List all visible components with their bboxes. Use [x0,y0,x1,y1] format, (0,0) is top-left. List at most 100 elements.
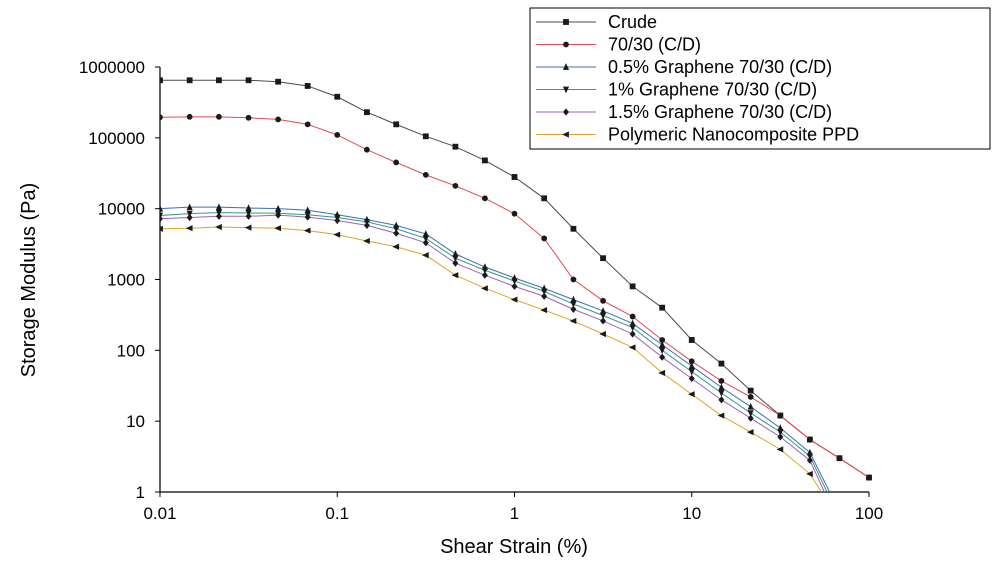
legend-marker [562,131,569,138]
data-point [275,116,282,123]
legend-marker [563,41,569,48]
data-point [777,433,784,441]
series-0-5-graphene-70-30-c-d [160,203,831,492]
data-point [541,288,548,296]
data-point [718,396,725,404]
data-point [866,474,872,481]
data-point [186,210,193,218]
data-point [160,114,163,121]
data-point [569,317,577,325]
y-axis-title: Storage Modulus (Pa) [18,183,40,378]
data-point [806,453,813,461]
legend-label: Crude [608,12,657,32]
data-point [215,223,222,231]
data-point [422,239,429,247]
legend-label: 1.5% Graphene 70/30 (C/D) [608,102,832,122]
data-point [659,353,666,361]
axes: 0.01 0.1 1 10 100 1 10 100 1000 10000 100000 100000… [79,58,883,523]
legend-marker [562,86,570,94]
data-point [393,225,400,233]
data-point [422,235,429,243]
data-point [160,215,163,223]
data-point [777,429,784,436]
data-point [688,337,695,343]
data-point [806,436,813,443]
data-point [659,340,666,348]
data-point [541,195,548,202]
data-point [718,390,725,397]
x-tick-label: 100 [855,504,883,523]
data-point [303,227,311,234]
data-point [511,278,518,285]
data-point [481,271,488,279]
legend-item: 70/30 (C/D) [536,35,701,55]
data-point [452,259,459,267]
data-point [629,283,636,290]
data-point [245,77,252,84]
data-point [304,83,311,89]
data-point [186,203,193,211]
y-tick-label: 100000 [88,129,145,148]
y-tick-label: 1000 [107,271,145,290]
legend-item: 1.5% Graphene 70/30 (C/D) [536,102,832,122]
data-point [334,132,341,138]
data-point [658,369,666,376]
series-line [160,206,831,492]
data-point [304,121,311,128]
data-point [570,225,577,232]
data-point [806,470,813,477]
x-tick-label: 0.1 [325,504,349,523]
data-point [275,78,282,85]
data-point [776,446,784,453]
data-point [245,114,252,121]
data-point [422,171,429,178]
data-point [747,387,754,394]
data-point [481,267,488,275]
series-line [160,214,825,492]
data-point [160,225,163,232]
data-point [244,224,252,231]
data-point [392,243,400,250]
data-point [481,285,488,292]
data-point [186,77,193,84]
data-point [718,360,725,367]
data-point [717,412,725,419]
data-point [659,347,666,355]
data-point [363,237,370,245]
legend-item: 0.5% Graphene 70/30 (C/D) [536,57,832,77]
legend-item: Polymeric Nanocomposite PPD [536,125,859,145]
data-point [599,330,606,338]
x-axis-title: Shear Strain (%) [440,536,588,558]
data-point [540,307,548,314]
data-point [570,301,577,308]
data-point [334,93,341,100]
data-point [600,317,607,325]
data-point [511,174,518,180]
y-tick-label: 10000 [98,200,145,219]
data-point [746,429,754,436]
legend-label: 1% Graphene 70/30 (C/D) [608,80,817,100]
data-point [452,143,459,150]
series-1-5-graphene-70-30-c-d [160,211,825,492]
series-polymeric-nanocomposite-ppd [160,223,822,492]
data-point [510,296,518,303]
plot-area [160,77,872,492]
x-tick-label: 1 [510,504,519,523]
data-point [186,113,193,120]
legend-marker [563,108,569,116]
data-point [160,204,164,212]
data-point [659,304,666,311]
data-point [806,456,813,464]
data-point [688,362,695,369]
data-point [600,255,606,262]
y-tick-label: 100 [117,341,145,360]
data-point [541,292,548,300]
data-point [628,344,636,351]
data-point [275,211,282,219]
data-point [541,235,548,242]
data-point [185,225,193,232]
data-point [747,410,754,417]
data-point [421,252,429,259]
data-point [629,313,636,320]
